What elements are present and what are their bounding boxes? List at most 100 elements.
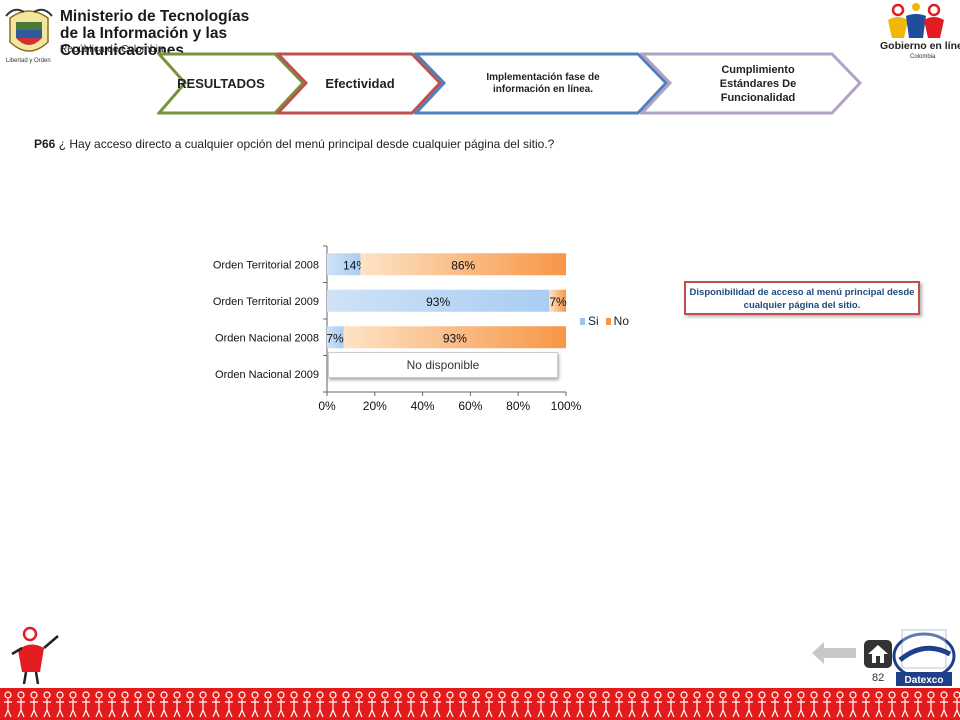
strip-figure-icon	[368, 691, 376, 718]
tab-efectividad[interactable]: Efectividad	[276, 52, 444, 115]
seal-motto: Libertad y Orden	[6, 58, 51, 64]
datexco-label: Datexco	[905, 675, 944, 686]
person-figure-icon	[11, 626, 59, 684]
strip-figure-icon	[329, 691, 337, 718]
strip-figure-icon	[147, 691, 155, 718]
bar-data-label: 86%	[451, 258, 475, 272]
strip-figure-icon	[836, 691, 844, 718]
strip-figure-icon	[472, 691, 480, 718]
ministry-subtitle: República de Colombia	[60, 44, 164, 55]
strip-figure-icon	[459, 691, 467, 718]
question-number: P66	[34, 137, 56, 151]
strip-figure-icon	[862, 691, 870, 718]
callout-box: Disponibilidad de acceso al menú princip…	[684, 281, 920, 315]
strip-figure-icon	[719, 691, 727, 718]
strip-figure-icon	[914, 691, 922, 718]
strip-figure-icon	[394, 691, 402, 718]
strip-figure-icon	[160, 691, 168, 718]
tab-resultados[interactable]: RESULTADOS	[157, 52, 307, 115]
bar-no	[360, 253, 566, 276]
strip-figure-icon	[108, 691, 116, 718]
strip-figure-icon	[420, 691, 428, 718]
people-pattern-icon	[4, 691, 960, 718]
x-tick-label: 20%	[363, 399, 387, 413]
chart-legend: Si No	[580, 314, 629, 328]
stacked-bar-chart: Orden Territorial 2008 14% 86%Orden Territ…	[213, 245, 582, 413]
question-body: ¿ Hay acceso directo a cualquier opción …	[58, 137, 555, 151]
home-icon	[868, 645, 888, 663]
strip-figure-icon	[303, 691, 311, 718]
strip-figure-icon	[277, 691, 285, 718]
strip-figure-icon	[797, 691, 805, 718]
strip-figure-icon	[290, 691, 298, 718]
strip-figure-icon	[771, 691, 779, 718]
tab-implementacion-label: Implementación fase de información en lí…	[486, 71, 600, 95]
y-tick-label: Orden Nacional 2009	[215, 369, 319, 381]
strip-figure-icon	[615, 691, 623, 718]
x-tick-label: 40%	[411, 399, 435, 413]
x-tick-label: 100%	[551, 399, 582, 413]
y-tick-label: Orden Territorial 2008	[213, 259, 319, 271]
strip-figure-icon	[498, 691, 506, 718]
strip-figure-icon	[953, 691, 960, 718]
strip-figure-icon	[875, 691, 883, 718]
bar-si	[327, 253, 361, 276]
legend-label-si: Si	[588, 314, 599, 328]
tab-implementacion[interactable]: Implementación fase de información en lí…	[414, 52, 670, 115]
tab-cumplimiento-label: Cumplimiento Estándares De Funcionalidad	[719, 63, 797, 104]
strip-figure-icon	[186, 691, 194, 718]
strip-figure-icon	[199, 691, 207, 718]
x-tick-label: 80%	[506, 399, 530, 413]
bar-data-label: 7%	[326, 331, 344, 345]
bar-data-label: 93%	[443, 331, 467, 345]
bar-no	[343, 326, 566, 349]
strip-figure-icon	[940, 691, 948, 718]
colombia-seal-icon: Libertad y Orden	[5, 8, 53, 64]
bar-data-label: 7%	[549, 295, 567, 309]
strip-figure-icon	[264, 691, 272, 718]
ministry-title: Ministerio de Tecnologías de la Informac…	[60, 8, 250, 59]
gel-logo-sub: Colombia	[910, 54, 936, 60]
strip-figure-icon	[654, 691, 662, 718]
strip-figure-icon	[342, 691, 350, 718]
people-logo-icon	[888, 3, 944, 38]
strip-figure-icon	[355, 691, 363, 718]
strip-figure-icon	[225, 691, 233, 718]
strip-figure-icon	[56, 691, 64, 718]
strip-figure-icon	[121, 691, 129, 718]
gobierno-en-linea-logo: Gobierno en línea Colombia	[876, 2, 960, 64]
strip-figure-icon	[95, 691, 103, 718]
strip-figure-icon	[212, 691, 220, 718]
strip-figure-icon	[680, 691, 688, 718]
decorative-footer-strip	[0, 688, 960, 720]
strip-figure-icon	[82, 691, 90, 718]
legend-swatch-no	[605, 317, 611, 325]
legend-label-no: No	[613, 314, 630, 328]
strip-figure-icon	[667, 691, 675, 718]
strip-figure-icon	[173, 691, 181, 718]
strip-figure-icon	[628, 691, 636, 718]
bar-data-label: 93%	[426, 295, 450, 309]
bar-si	[327, 326, 344, 349]
not-available-box: No disponible	[328, 352, 558, 378]
strip-figure-icon	[849, 691, 857, 718]
strip-figure-icon	[901, 691, 909, 718]
tab-cumplimiento[interactable]: Cumplimiento Estándares De Funcionalidad	[640, 52, 866, 115]
strip-figure-icon	[589, 691, 597, 718]
home-button[interactable]	[864, 640, 892, 668]
y-tick-label: Orden Nacional 2008	[215, 332, 319, 344]
bar-no	[549, 289, 566, 312]
strip-figure-icon	[381, 691, 389, 718]
strip-figure-icon	[407, 691, 415, 718]
strip-figure-icon	[784, 691, 792, 718]
strip-figure-icon	[576, 691, 584, 718]
strip-figure-icon	[550, 691, 558, 718]
gel-logo-text: Gobierno en línea	[880, 40, 960, 52]
strip-figure-icon	[511, 691, 519, 718]
strip-figure-icon	[563, 691, 571, 718]
back-arrow-icon[interactable]	[812, 642, 856, 664]
tab-resultados-label: RESULTADOS	[177, 76, 265, 91]
strip-figure-icon	[641, 691, 649, 718]
strip-figure-icon	[4, 691, 12, 718]
strip-figure-icon	[69, 691, 77, 718]
